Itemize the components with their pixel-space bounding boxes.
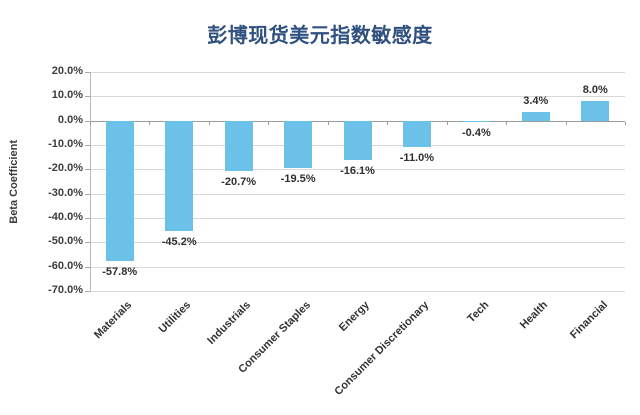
y-axis-tick <box>85 96 90 98</box>
y-tick-label: 0.0% <box>57 113 83 126</box>
y-axis-tick <box>85 218 90 219</box>
x-tick-label-energy: Energy <box>337 299 372 334</box>
y-axis-tick <box>85 193 90 195</box>
gridline <box>90 218 625 219</box>
x-axis-tick <box>268 121 270 125</box>
y-axis-tick <box>85 291 90 292</box>
x-tick-label-health: Health <box>518 299 551 332</box>
gridline <box>90 291 625 292</box>
gridline <box>90 96 625 98</box>
y-tick-label: 10.0% <box>51 89 83 102</box>
y-axis-tick <box>85 145 90 146</box>
x-axis-tick <box>387 121 389 125</box>
x-tick-label-materials: Materials <box>91 299 135 342</box>
y-tick-label: -60.0% <box>48 259 83 272</box>
gridline <box>90 266 625 268</box>
bar-value-label-industrials: -20.7% <box>221 176 257 188</box>
bar-health <box>521 112 550 121</box>
y-axis-tick <box>85 266 90 268</box>
x-tick-label-tech: Tech <box>464 299 491 326</box>
y-tick-label: -50.0% <box>48 235 83 248</box>
x-tick-label-financial: Financial <box>567 299 610 342</box>
bar-value-label-utilities: -45.2% <box>161 235 197 248</box>
x-axis-tick <box>446 121 448 125</box>
y-tick-label: -20.0% <box>48 162 83 175</box>
y-axis-tick <box>85 169 90 171</box>
bar-industrials <box>224 120 253 172</box>
bar-value-label-financial: 8.0% <box>582 84 608 97</box>
bar-consumer-staples <box>284 120 313 169</box>
bar-value-label-consumer-discretionary: -11.0% <box>399 152 435 165</box>
bar-utilities <box>165 120 194 231</box>
bar-financial <box>581 101 610 121</box>
x-axis-tick <box>565 121 567 125</box>
y-tick-label: -70.0% <box>48 284 83 296</box>
y-axis-title-box: Beta Coefficient <box>4 72 24 291</box>
gridline <box>90 72 625 73</box>
gridline <box>90 193 625 195</box>
y-axis-tick <box>85 120 90 122</box>
bar-materials <box>105 120 134 262</box>
bar-tech <box>462 120 491 122</box>
bar-consumer-discretionary <box>402 120 431 148</box>
gridline <box>90 242 625 244</box>
chart-title: 彭博现货美元指数敏感度 <box>207 25 433 47</box>
bar-value-label-health: 3.4% <box>523 95 549 108</box>
x-axis-tick <box>506 121 508 125</box>
bar-energy <box>343 120 372 160</box>
x-tick-label-industrials: Industrials <box>205 299 254 347</box>
x-axis-tick <box>149 121 151 125</box>
y-axis-line <box>90 72 91 291</box>
bar-value-label-energy: -16.1% <box>340 164 375 177</box>
y-tick-label: -30.0% <box>48 186 83 199</box>
y-axis-tick <box>85 72 90 73</box>
y-tick-label: -10.0% <box>48 138 83 150</box>
y-axis-tick <box>85 242 90 244</box>
x-axis-tick <box>208 121 210 125</box>
x-axis-tick <box>327 121 329 125</box>
x-axis-tick <box>625 121 626 125</box>
bar-value-label-materials: -57.8% <box>102 266 138 279</box>
y-tick-label: 20.0% <box>51 65 83 77</box>
bar-value-label-consumer-staples: -19.5% <box>280 173 316 186</box>
gridline <box>90 169 625 171</box>
x-axis-tick <box>90 121 91 125</box>
x-tick-label-utilities: Utilities <box>157 299 194 336</box>
y-tick-label: -40.0% <box>48 211 83 223</box>
bar-value-label-tech: -0.4% <box>462 126 491 139</box>
